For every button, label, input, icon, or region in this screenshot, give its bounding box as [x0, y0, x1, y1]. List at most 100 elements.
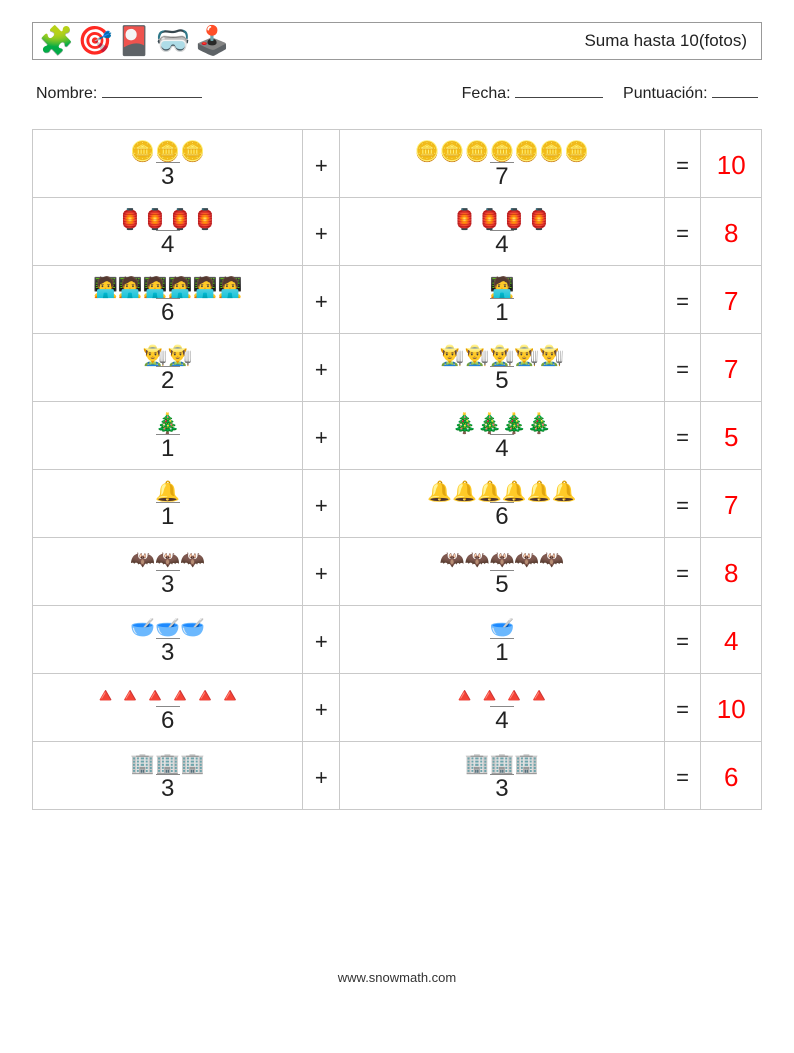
icon-row: 👨‍🌾👨‍🌾	[35, 344, 300, 368]
score-label: Puntuación:	[623, 85, 708, 102]
operand-cell-a: 🔔1	[33, 470, 303, 538]
equals-operator: =	[664, 266, 701, 334]
count-icon: 🪙	[440, 142, 465, 162]
answer-cell: 7	[701, 470, 762, 538]
count-icon: 🦇	[440, 550, 465, 570]
operand-number: 5	[490, 570, 514, 599]
equals-operator: =	[664, 334, 701, 402]
plus-operator: +	[303, 130, 340, 198]
header-icons: 🧩🎯🎴🥽🕹️	[39, 27, 229, 55]
icon-row: 🏮🏮🏮🏮	[35, 208, 300, 232]
table-row: 🧑‍💻🧑‍💻🧑‍💻🧑‍💻🧑‍💻🧑‍💻6+🧑‍💻1=7	[33, 266, 762, 334]
table-row: 🥣🥣🥣3+🥣1=4	[33, 606, 762, 674]
icon-row: 🦇🦇🦇	[35, 548, 300, 572]
count-icon: 🏢	[155, 754, 180, 774]
count-icon: 🔺	[118, 686, 143, 706]
operand-number: 3	[156, 570, 180, 599]
operand-cell-b: 👨‍🌾👨‍🌾👨‍🌾👨‍🌾👨‍🌾5	[340, 334, 664, 402]
info-row: Nombre: Fecha: Puntuación:	[36, 84, 758, 103]
count-icon: 🏢	[180, 754, 205, 774]
plus-operator: +	[303, 538, 340, 606]
count-icon: 👨‍🌾	[489, 346, 514, 366]
header-icon: 🥽	[156, 27, 191, 55]
table-row: 🪙🪙🪙3+🪙🪙🪙🪙🪙🪙🪙7=10	[33, 130, 762, 198]
score-blank[interactable]	[712, 84, 758, 98]
operand-cell-a: 🏮🏮🏮🏮4	[33, 198, 303, 266]
icon-row: 🔺🔺🔺🔺🔺🔺	[35, 684, 300, 708]
count-icon: 🎄	[502, 414, 527, 434]
operand-cell-b: 🔔🔔🔔🔔🔔🔔6	[340, 470, 664, 538]
count-icon: 👨‍🌾	[539, 346, 564, 366]
icon-row: 🧑‍💻🧑‍💻🧑‍💻🧑‍💻🧑‍💻🧑‍💻	[35, 276, 300, 300]
count-icon: 🎄	[155, 414, 180, 434]
count-icon: 🏮	[502, 210, 527, 230]
operand-number: 1	[490, 638, 514, 667]
plus-operator: +	[303, 606, 340, 674]
count-icon: 🦇	[489, 550, 514, 570]
icon-row: 🎄	[35, 412, 300, 436]
count-icon: 🔔	[527, 482, 552, 502]
plus-operator: +	[303, 470, 340, 538]
count-icon: 🔺	[218, 686, 243, 706]
count-icon: 🦇	[514, 550, 539, 570]
operand-cell-a: 🏢🏢🏢3	[33, 742, 303, 810]
answer-cell: 7	[701, 334, 762, 402]
equals-operator: =	[664, 130, 701, 198]
operand-number: 3	[156, 638, 180, 667]
equals-operator: =	[664, 198, 701, 266]
count-icon: 🏢	[489, 754, 514, 774]
count-icon: 🏮	[143, 210, 168, 230]
count-icon: 🧑‍💻	[168, 278, 193, 298]
count-icon: 🧑‍💻	[218, 278, 243, 298]
operand-cell-b: 🧑‍💻1	[340, 266, 664, 334]
answer-cell: 10	[701, 130, 762, 198]
count-icon: 🔔	[477, 482, 502, 502]
icon-row: 🥣🥣🥣	[35, 616, 300, 640]
answer-cell: 5	[701, 402, 762, 470]
operand-number: 4	[490, 230, 514, 259]
count-icon: 🔺	[502, 686, 527, 706]
count-icon: 👨‍🌾	[168, 346, 193, 366]
icon-row: 🧑‍💻	[342, 276, 661, 300]
count-icon: 🔔	[502, 482, 527, 502]
equals-operator: =	[664, 674, 701, 742]
count-icon: 🧑‍💻	[489, 278, 514, 298]
plus-operator: +	[303, 334, 340, 402]
date-blank[interactable]	[515, 84, 603, 98]
answer-cell: 6	[701, 742, 762, 810]
operand-cell-a: 🪙🪙🪙3	[33, 130, 303, 198]
count-icon: 🔺	[477, 686, 502, 706]
operand-cell-a: 🥣🥣🥣3	[33, 606, 303, 674]
count-icon: 🏢	[514, 754, 539, 774]
operand-number: 6	[490, 502, 514, 531]
count-icon: 🎄	[477, 414, 502, 434]
name-blank[interactable]	[102, 84, 202, 98]
icon-row: 🪙🪙🪙	[35, 140, 300, 164]
count-icon: 🥣	[130, 618, 155, 638]
icon-row: 🏮🏮🏮🏮	[342, 208, 661, 232]
table-row: 🏢🏢🏢3+🏢🏢🏢3=6	[33, 742, 762, 810]
count-icon: 🔺	[527, 686, 552, 706]
answer-cell: 8	[701, 538, 762, 606]
count-icon: 🪙	[155, 142, 180, 162]
operand-number: 5	[490, 366, 514, 395]
icon-row: 🏢🏢🏢	[342, 752, 661, 776]
answer-cell: 8	[701, 198, 762, 266]
count-icon: 🦇	[539, 550, 564, 570]
date-label: Fecha:	[462, 85, 511, 102]
count-icon: 🧑‍💻	[193, 278, 218, 298]
answer-cell: 10	[701, 674, 762, 742]
count-icon: 🔺	[168, 686, 193, 706]
count-icon: 🪙	[130, 142, 155, 162]
operand-number: 6	[156, 298, 180, 327]
equals-operator: =	[664, 402, 701, 470]
operand-number: 6	[156, 706, 180, 735]
count-icon: 🦇	[180, 550, 205, 570]
equals-operator: =	[664, 470, 701, 538]
count-icon: 🦇	[155, 550, 180, 570]
date-field: Fecha:	[462, 84, 603, 103]
operand-number: 1	[156, 434, 180, 463]
operand-cell-a: 👨‍🌾👨‍🌾2	[33, 334, 303, 402]
icon-row: 🥣	[342, 616, 661, 640]
count-icon: 👨‍🌾	[143, 346, 168, 366]
